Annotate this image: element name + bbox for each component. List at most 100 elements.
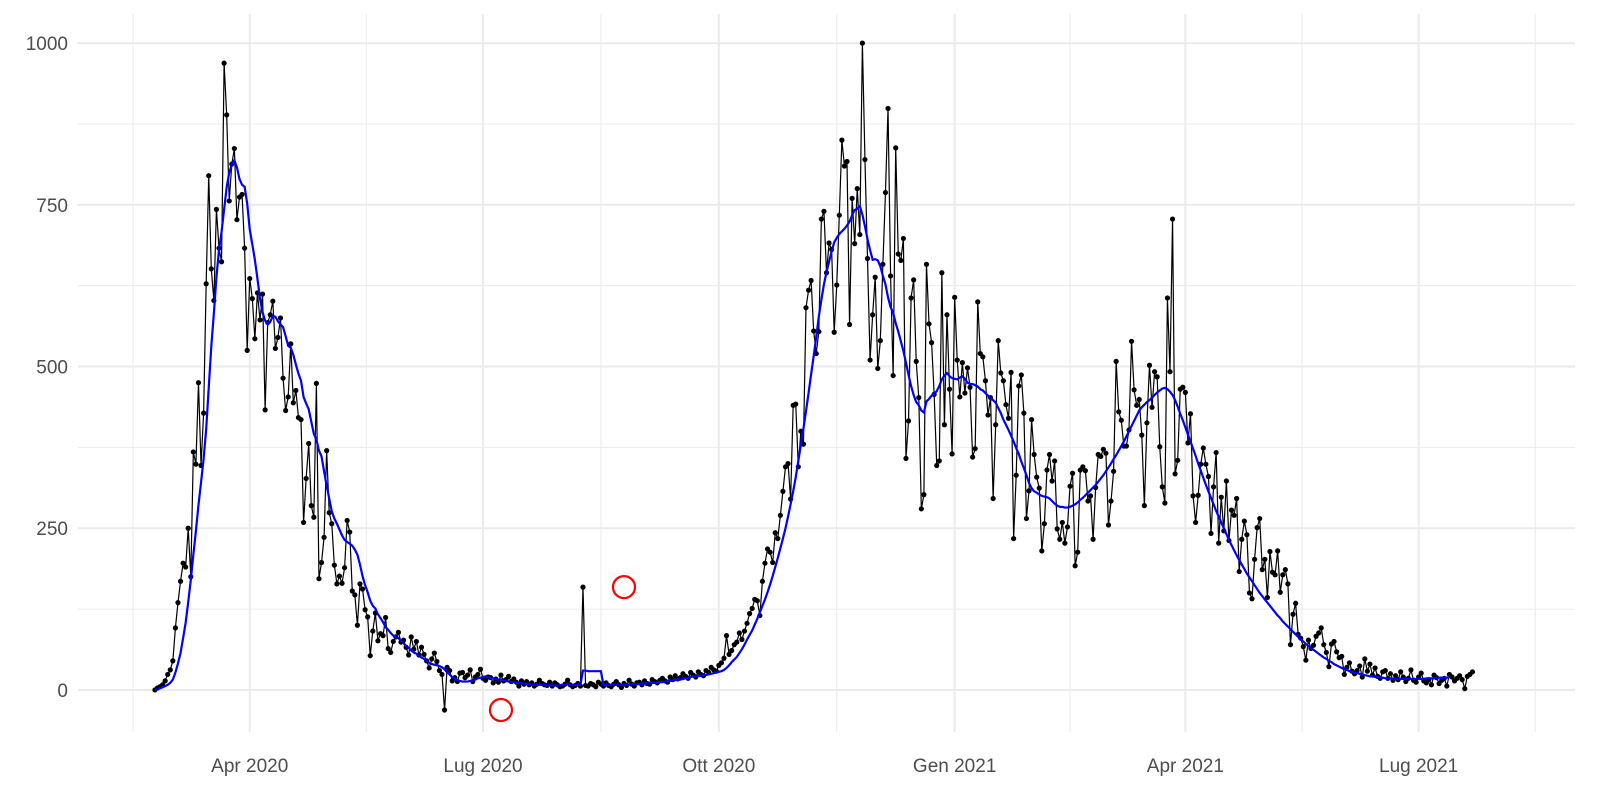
data-point bbox=[921, 492, 927, 498]
data-point bbox=[316, 576, 322, 582]
data-point bbox=[980, 354, 986, 360]
data-point bbox=[239, 191, 245, 198]
data-point bbox=[375, 638, 381, 644]
data-point bbox=[242, 245, 248, 251]
data-point bbox=[1136, 396, 1142, 403]
data-point bbox=[1172, 471, 1178, 477]
data-point bbox=[162, 678, 168, 684]
data-point bbox=[1364, 668, 1370, 674]
data-point bbox=[1346, 660, 1353, 666]
data-point bbox=[313, 380, 319, 386]
data-point bbox=[775, 535, 781, 542]
data-point bbox=[785, 460, 791, 467]
data-point bbox=[421, 651, 427, 657]
data-point bbox=[844, 158, 850, 165]
x-tick-label: Ott 2020 bbox=[682, 756, 755, 777]
data-point bbox=[808, 277, 814, 284]
data-point bbox=[206, 173, 212, 179]
data-point bbox=[167, 667, 173, 673]
data-point bbox=[734, 639, 740, 645]
data-point bbox=[995, 338, 1001, 344]
data-point bbox=[1285, 581, 1291, 587]
data-point bbox=[1080, 464, 1086, 470]
data-point bbox=[459, 669, 466, 676]
data-point bbox=[1031, 451, 1037, 458]
data-point bbox=[318, 559, 325, 566]
data-point bbox=[1159, 484, 1165, 490]
data-point bbox=[1013, 472, 1019, 478]
data-point bbox=[365, 614, 371, 620]
data-point bbox=[834, 282, 840, 288]
data-point bbox=[283, 407, 289, 414]
data-point bbox=[839, 137, 845, 143]
data-point bbox=[1036, 485, 1042, 491]
data-point bbox=[170, 658, 176, 664]
data-point bbox=[1046, 451, 1053, 458]
series-line-daily bbox=[154, 43, 1473, 711]
data-point bbox=[1085, 498, 1091, 504]
highlight-markers bbox=[488, 575, 637, 723]
data-point bbox=[1072, 563, 1078, 569]
data-point bbox=[726, 651, 732, 657]
data-point bbox=[859, 40, 865, 46]
data-point bbox=[593, 684, 599, 690]
data-point bbox=[905, 418, 912, 424]
data-point bbox=[495, 679, 501, 685]
data-point bbox=[1316, 630, 1322, 636]
data-point bbox=[431, 650, 437, 656]
data-point bbox=[1023, 515, 1030, 522]
data-point bbox=[1459, 677, 1465, 683]
data-point bbox=[944, 312, 950, 318]
data-point bbox=[203, 281, 209, 287]
data-point bbox=[1195, 492, 1201, 498]
data-point bbox=[288, 341, 294, 347]
data-point bbox=[1003, 402, 1009, 408]
data-point bbox=[1469, 669, 1476, 675]
data-point bbox=[1323, 649, 1329, 656]
data-point bbox=[1090, 536, 1096, 542]
data-point bbox=[993, 422, 999, 428]
data-point bbox=[565, 677, 571, 683]
data-point bbox=[336, 573, 343, 579]
data-point bbox=[1116, 409, 1122, 415]
data-point bbox=[1334, 649, 1340, 655]
data-point bbox=[618, 684, 625, 690]
data-point bbox=[490, 680, 496, 686]
data-point bbox=[383, 614, 389, 621]
data-point bbox=[967, 384, 973, 390]
data-point bbox=[1287, 642, 1294, 648]
data-point bbox=[954, 357, 960, 363]
data-point bbox=[249, 296, 255, 302]
data-point bbox=[1152, 369, 1158, 375]
data-point bbox=[754, 598, 760, 604]
highlight-circle bbox=[611, 575, 637, 600]
data-point bbox=[1231, 512, 1237, 518]
data-point bbox=[1216, 540, 1222, 546]
data-point bbox=[1280, 572, 1286, 578]
data-point bbox=[885, 105, 891, 112]
data-point bbox=[436, 667, 443, 674]
data-point bbox=[506, 673, 512, 679]
data-point bbox=[1069, 470, 1076, 476]
data-point bbox=[395, 629, 402, 635]
data-point bbox=[267, 312, 273, 318]
data-point bbox=[190, 449, 196, 455]
data-point bbox=[362, 607, 368, 613]
data-point bbox=[1418, 670, 1424, 676]
data-point bbox=[1357, 663, 1363, 669]
data-point bbox=[1154, 374, 1160, 380]
data-point bbox=[1413, 679, 1419, 685]
data-point bbox=[1200, 445, 1206, 451]
data-point bbox=[1131, 387, 1137, 393]
data-point bbox=[811, 328, 817, 334]
data-point bbox=[936, 458, 942, 464]
data-point bbox=[1218, 494, 1224, 500]
data-point bbox=[201, 410, 207, 416]
data-point bbox=[226, 198, 232, 204]
data-point bbox=[1134, 402, 1140, 408]
data-point bbox=[952, 294, 958, 300]
data-point bbox=[303, 475, 309, 482]
data-point bbox=[244, 347, 250, 353]
data-point bbox=[1249, 596, 1255, 602]
data-point bbox=[1062, 540, 1068, 546]
